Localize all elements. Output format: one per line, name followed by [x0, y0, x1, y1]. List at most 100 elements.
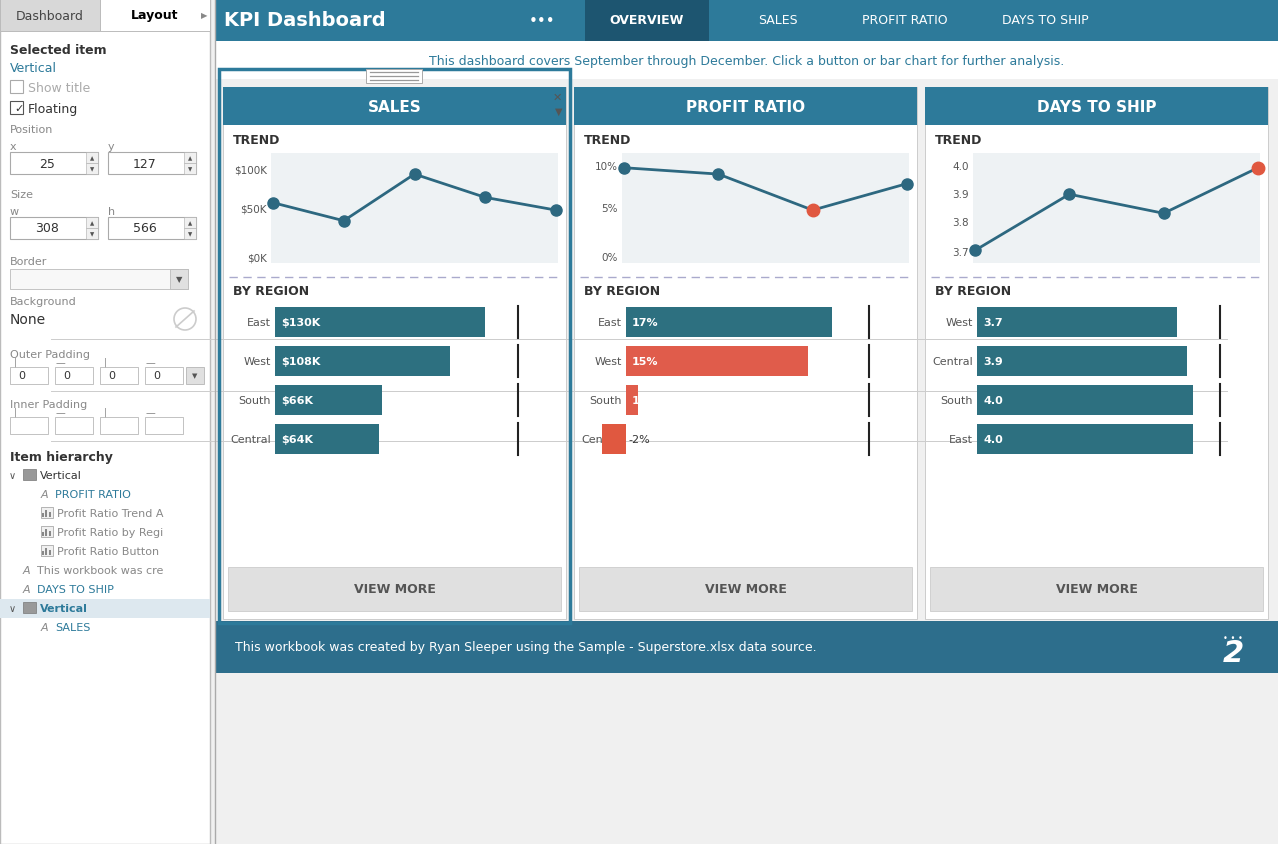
Bar [144, 418, 183, 435]
Bar [10, 218, 98, 240]
Bar [10, 102, 23, 115]
Bar [366, 70, 422, 84]
Bar [23, 469, 36, 480]
Text: ∨: ∨ [9, 470, 17, 480]
Text: 3.7: 3.7 [983, 317, 1003, 327]
Bar [45, 511, 47, 517]
Bar [622, 154, 909, 263]
Text: |: | [13, 357, 17, 368]
Text: SALES: SALES [368, 100, 422, 115]
Text: BY REGION: BY REGION [233, 285, 309, 298]
Text: h: h [109, 207, 115, 217]
Text: TREND: TREND [233, 133, 280, 146]
Text: Vertical: Vertical [40, 603, 88, 614]
Text: ✕: ✕ [552, 93, 562, 103]
Text: A: A [41, 622, 49, 632]
Text: 25: 25 [40, 157, 55, 170]
Text: VIEW MORE: VIEW MORE [704, 583, 786, 596]
Bar [215, 0, 1278, 844]
Text: 1%: 1% [633, 396, 651, 405]
Bar [184, 229, 196, 240]
Text: West: West [946, 317, 973, 327]
Bar [42, 551, 43, 555]
Text: Floating: Floating [28, 102, 78, 116]
Text: ∨: ∨ [9, 603, 17, 614]
Text: East: East [950, 435, 973, 445]
Bar [930, 567, 1263, 611]
Bar [215, 0, 1278, 42]
Bar [222, 88, 566, 126]
Text: KPI Dashboard: KPI Dashboard [224, 12, 386, 30]
Bar [187, 368, 204, 385]
Text: • • •: • • • [1223, 634, 1243, 643]
Text: 2: 2 [1222, 639, 1243, 668]
Text: Outer Padding: Outer Padding [10, 349, 89, 360]
Text: 0%: 0% [602, 253, 619, 263]
Bar [45, 529, 47, 537]
Text: Profit Ratio Trend A: Profit Ratio Trend A [58, 508, 164, 518]
Text: 0: 0 [18, 371, 26, 381]
Text: A: A [23, 565, 31, 576]
Text: ▼: ▼ [176, 275, 183, 284]
Text: w: w [10, 207, 19, 217]
Text: 10%: 10% [596, 162, 619, 172]
Text: None: None [10, 312, 46, 327]
Bar [574, 88, 918, 619]
Text: —: — [146, 408, 155, 418]
Text: 566: 566 [133, 222, 157, 235]
Bar [227, 567, 561, 611]
Text: DAYS TO SHIP: DAYS TO SHIP [37, 584, 114, 594]
Bar [215, 42, 1278, 80]
Text: 308: 308 [35, 222, 59, 235]
Bar [925, 88, 1268, 619]
Text: SALES: SALES [55, 622, 91, 632]
Text: Profit Ratio by Regi: Profit Ratio by Regi [58, 528, 164, 538]
Text: 4.0: 4.0 [983, 396, 1003, 405]
Bar [0, 0, 100, 32]
Text: ▼: ▼ [555, 107, 562, 116]
Bar [973, 154, 1260, 263]
Bar [574, 88, 918, 126]
Text: $0K: $0K [247, 253, 267, 263]
Text: |: | [104, 408, 106, 418]
Bar [86, 153, 98, 164]
Text: Vertical: Vertical [10, 62, 58, 74]
Text: East: East [598, 317, 622, 327]
Text: Central: Central [581, 435, 622, 445]
Text: Background: Background [10, 296, 77, 306]
Bar [602, 425, 626, 454]
Bar [275, 347, 450, 376]
Bar [55, 368, 93, 385]
Text: DAYS TO SHIP: DAYS TO SHIP [1036, 100, 1157, 115]
Text: Profit Ratio Button: Profit Ratio Button [58, 546, 160, 556]
Text: x: x [10, 142, 17, 152]
Text: ▼: ▼ [188, 232, 192, 236]
Text: $108K: $108K [281, 356, 321, 366]
Bar [275, 425, 378, 454]
Text: OVERVIEW: OVERVIEW [610, 14, 684, 28]
Bar [222, 88, 566, 619]
Bar [23, 603, 36, 614]
Bar [184, 153, 196, 164]
Text: 0: 0 [64, 371, 70, 381]
Text: SALES: SALES [758, 14, 797, 28]
Bar [184, 218, 196, 229]
Bar [170, 270, 188, 289]
Text: TREND: TREND [935, 133, 983, 146]
Text: PROFIT RATIO: PROFIT RATIO [686, 100, 805, 115]
Bar [45, 549, 47, 555]
Text: $50K: $50K [240, 203, 267, 214]
Text: y: y [109, 142, 115, 152]
Text: 3.8: 3.8 [952, 218, 969, 228]
Text: West: West [594, 356, 622, 366]
Text: 3.9: 3.9 [983, 356, 1003, 366]
Text: Dashboard: Dashboard [17, 9, 84, 23]
Text: 3.9: 3.9 [952, 189, 969, 199]
Bar [215, 621, 1278, 674]
Text: Central: Central [230, 435, 271, 445]
Text: PROFIT RATIO: PROFIT RATIO [863, 14, 948, 28]
Text: Position: Position [10, 125, 54, 135]
Text: ▲: ▲ [89, 156, 95, 161]
Text: $66K: $66K [281, 396, 313, 405]
Text: VIEW MORE: VIEW MORE [1056, 583, 1137, 596]
